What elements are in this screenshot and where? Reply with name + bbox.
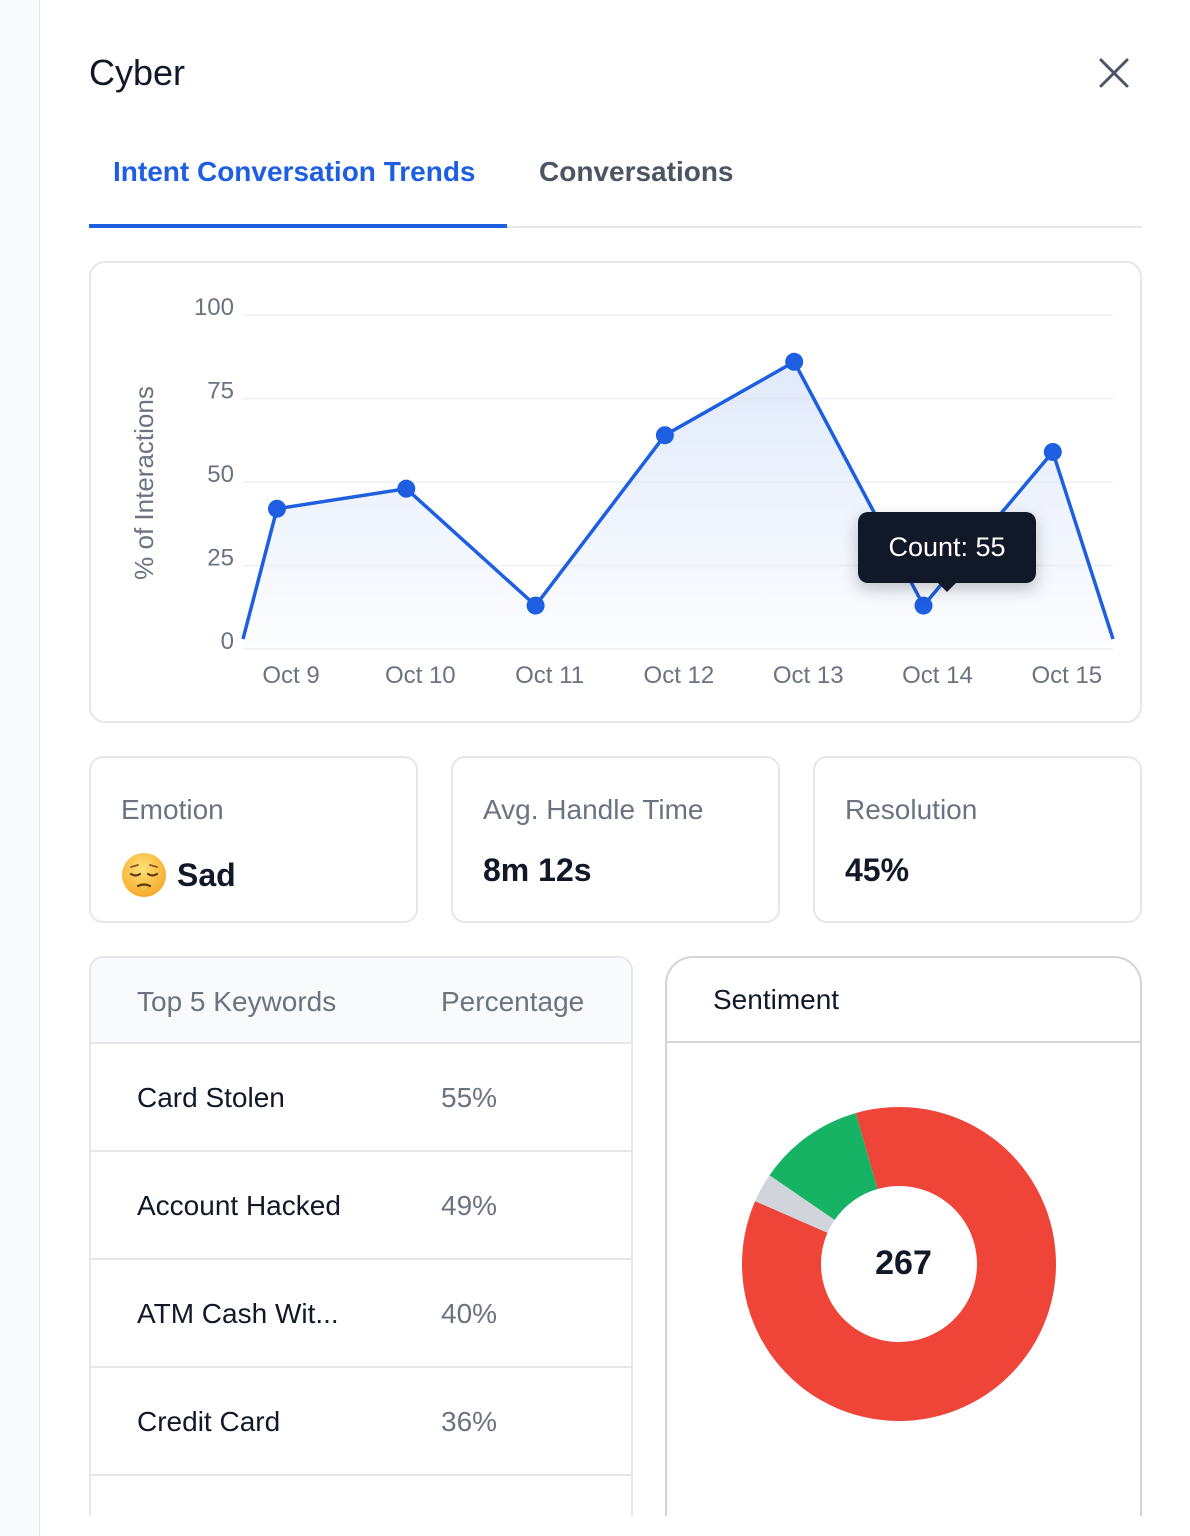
tab-bar: Intent Conversation Trends Conversations: [89, 140, 1142, 228]
close-icon: [1099, 58, 1129, 88]
keyword-cell: Account Hacked: [137, 1190, 341, 1221]
trend-area: [243, 361, 1113, 649]
y-axis-label: % of Interactions: [129, 386, 159, 580]
percentage-cell: 55%: [441, 1082, 498, 1113]
x-tick-label: Oct 15: [1031, 662, 1102, 689]
tooltip-arrow: [937, 582, 957, 592]
donut-slice[interactable]: [742, 1107, 1056, 1421]
y-tick-label: 75: [207, 378, 234, 405]
emotion-value: Sad: [177, 856, 236, 893]
handle-time-card: Avg. Handle Time 8m 12s: [451, 756, 780, 923]
tab-conversations[interactable]: Conversations: [539, 156, 734, 187]
handle-time-value: 8m 12s: [483, 852, 592, 888]
sentiment-title: Sentiment: [713, 984, 840, 1015]
data-point[interactable]: [268, 499, 286, 518]
data-point[interactable]: [655, 426, 674, 445]
resolution-label: Resolution: [845, 794, 978, 825]
x-tick-label: Oct 13: [773, 662, 844, 689]
x-tick-label: Oct 12: [644, 662, 715, 689]
sentiment-donut-chart: [742, 1107, 1056, 1421]
active-tab-indicator: [89, 224, 507, 228]
y-tick-label: 25: [207, 545, 234, 572]
resolution-card: Resolution 45%: [813, 756, 1142, 923]
percentage-cell: 40%: [441, 1298, 498, 1329]
panel-title: Cyber: [89, 52, 186, 93]
tab-intent-conversation-trends[interactable]: Intent Conversation Trends: [113, 156, 476, 187]
resolution-value: 45%: [845, 852, 910, 888]
percentage-cell: 36%: [441, 1406, 498, 1437]
x-tick-label: Oct 10: [385, 662, 456, 689]
data-point[interactable]: [526, 596, 545, 615]
keywords-table-header: Top 5 Keywords Percentage: [91, 958, 631, 1044]
data-point[interactable]: [785, 352, 804, 371]
percentage-cell: 49%: [441, 1190, 498, 1221]
column-header-keyword: Top 5 Keywords: [137, 986, 337, 1017]
donut-slice[interactable]: [769, 1113, 878, 1220]
chart-tooltip: Count: 55: [858, 512, 1036, 592]
trend-chart: 0 25 50 75 100 Oct 9 Oct 10 Oct 11 Oct 12 Oct 13…: [129, 294, 1115, 689]
sentiment-header: Sentiment: [667, 958, 1140, 1043]
pensive-face-emoji-icon: [122, 853, 166, 897]
backdrop-strip: [0, 0, 40, 1536]
y-tick-label: 0: [221, 628, 234, 655]
x-tick-label: Oct 9: [262, 662, 319, 689]
column-header-percentage: Percentage: [441, 986, 585, 1017]
sentiment-total: 267: [875, 1244, 932, 1282]
data-point[interactable]: [914, 596, 933, 615]
intent-detail-panel: Cyber Intent Conversation Trends Convers…: [41, 0, 1190, 1536]
donut-slice[interactable]: [755, 1175, 835, 1233]
handle-time-label: Avg. Handle Time: [483, 794, 704, 825]
data-point[interactable]: [397, 479, 416, 498]
close-button[interactable]: [1089, 50, 1139, 96]
tooltip-text: Count: 55: [888, 532, 1006, 562]
keyword-cell: Card Stolen: [137, 1082, 285, 1113]
x-tick-label: Oct 14: [902, 662, 973, 689]
trend-chart-card: 0 25 50 75 100 Oct 9 Oct 10 Oct 11 Oct 12 Oct 13…: [89, 261, 1142, 723]
table-row[interactable]: Credit Card 36%: [91, 1368, 631, 1476]
keyword-cell: ATM Cash Wit...: [137, 1298, 339, 1329]
keyword-cell: Credit Card: [137, 1406, 281, 1437]
y-tick-label: 50: [207, 461, 234, 488]
table-row[interactable]: Account Hacked 49%: [91, 1152, 631, 1260]
emotion-value-row: Sad: [121, 852, 236, 898]
data-point[interactable]: [1043, 442, 1062, 461]
table-row[interactable]: ATM Cash Wit... 40%: [91, 1260, 631, 1368]
sentiment-card: Sentiment 267: [665, 956, 1142, 1516]
keywords-table: Top 5 Keywords Percentage Card Stolen 55…: [89, 956, 633, 1516]
x-tick-label: Oct 11: [515, 662, 584, 689]
emotion-label: Emotion: [121, 794, 224, 825]
table-row[interactable]: Card Stolen 55%: [91, 1044, 631, 1152]
y-tick-label: 100: [194, 294, 234, 321]
emotion-card: Emotion Sad: [89, 756, 418, 923]
